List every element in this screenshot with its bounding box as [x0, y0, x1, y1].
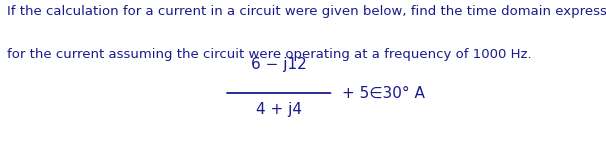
Text: 4 + j4: 4 + j4 [256, 102, 302, 117]
Text: + 5∈30° A: + 5∈30° A [342, 85, 425, 100]
Text: If the calculation for a current in a circuit were given below, find the time do: If the calculation for a current in a ci… [7, 4, 606, 18]
Text: for the current assuming the circuit were operating at a frequency of 1000 Hz.: for the current assuming the circuit wer… [7, 48, 532, 61]
Text: 6 − j12: 6 − j12 [251, 57, 307, 72]
